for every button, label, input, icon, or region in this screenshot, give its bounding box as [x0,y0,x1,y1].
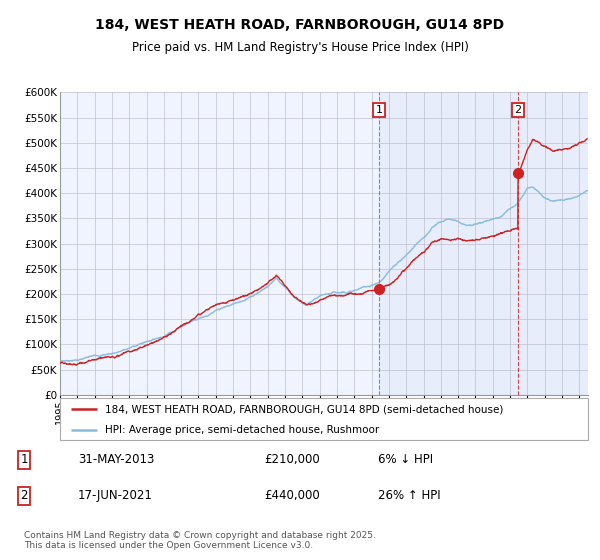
Text: 26% ↑ HPI: 26% ↑ HPI [378,489,440,502]
FancyBboxPatch shape [60,398,588,440]
Text: £210,000: £210,000 [264,453,320,466]
Text: 6% ↓ HPI: 6% ↓ HPI [378,453,433,466]
Text: Contains HM Land Registry data © Crown copyright and database right 2025.
This d: Contains HM Land Registry data © Crown c… [24,531,376,550]
Text: 2: 2 [514,105,521,115]
Text: 2: 2 [20,489,28,502]
Text: 31-MAY-2013: 31-MAY-2013 [78,453,154,466]
Text: 184, WEST HEATH ROAD, FARNBOROUGH, GU14 8PD: 184, WEST HEATH ROAD, FARNBOROUGH, GU14 … [95,18,505,32]
Text: Price paid vs. HM Land Registry's House Price Index (HPI): Price paid vs. HM Land Registry's House … [131,41,469,54]
Text: 184, WEST HEATH ROAD, FARNBOROUGH, GU14 8PD (semi-detached house): 184, WEST HEATH ROAD, FARNBOROUGH, GU14 … [105,404,503,414]
Text: £440,000: £440,000 [264,489,320,502]
Text: 1: 1 [376,105,382,115]
Bar [379,92,588,395]
Text: 17-JUN-2021: 17-JUN-2021 [78,489,153,502]
Text: 1: 1 [20,453,28,466]
Text: HPI: Average price, semi-detached house, Rushmoor: HPI: Average price, semi-detached house,… [105,426,379,435]
